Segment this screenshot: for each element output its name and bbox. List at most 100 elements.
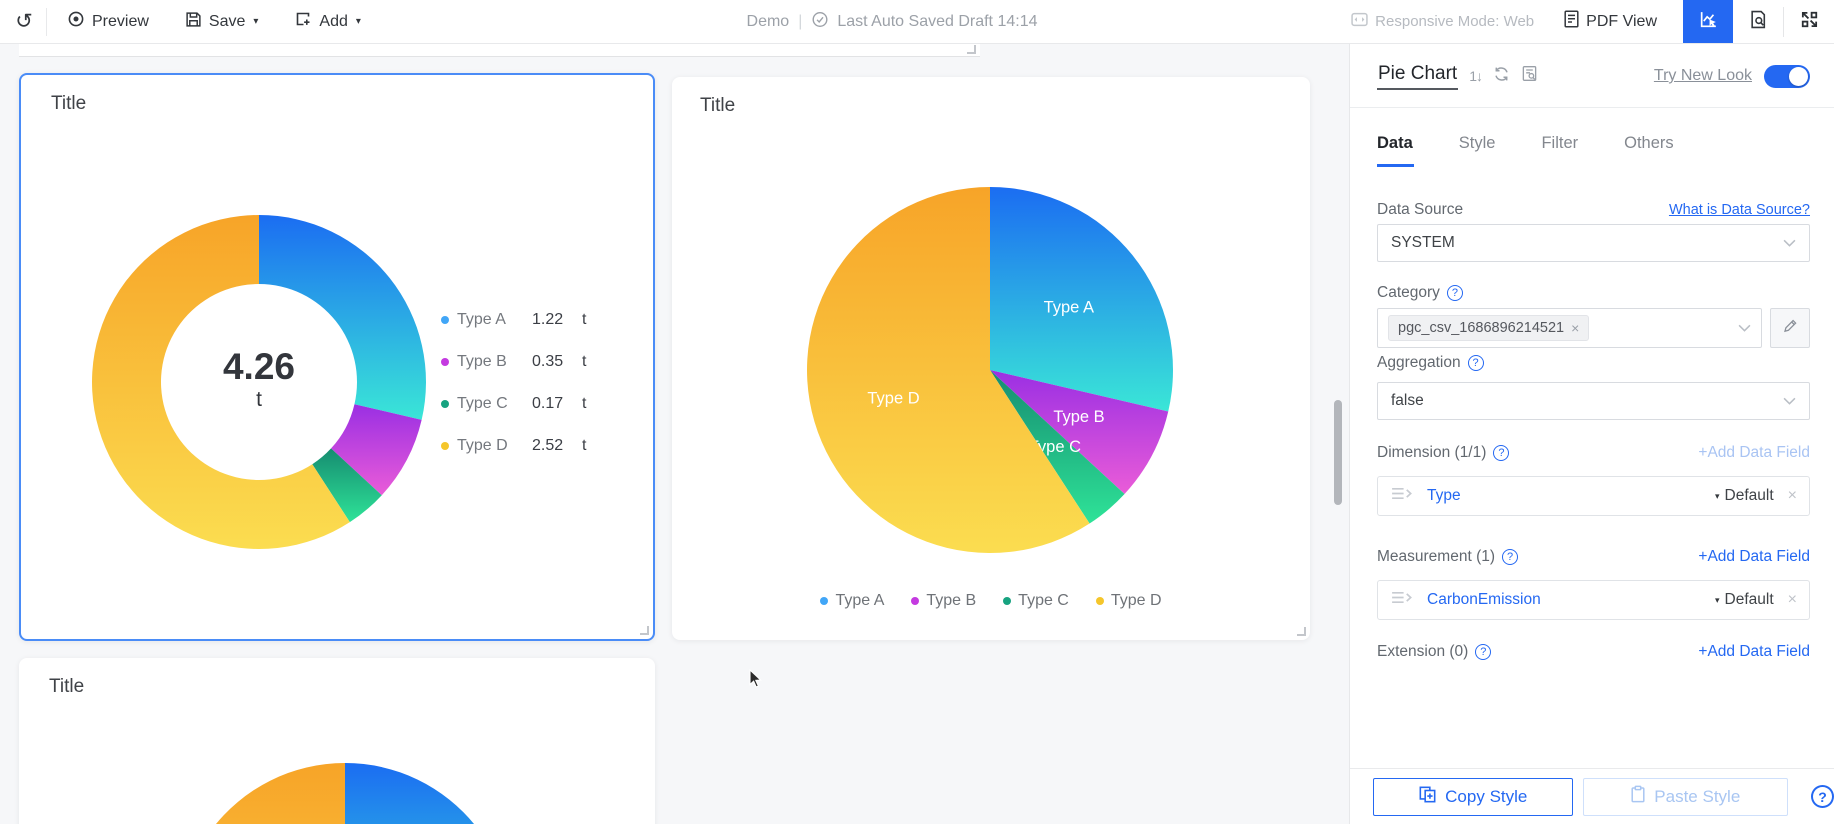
svg-text:Type A: Type A: [1044, 298, 1094, 316]
measurement-mode-dropdown[interactable]: ▾ Default: [1714, 591, 1774, 609]
fullscreen-button[interactable]: [1784, 0, 1834, 43]
resize-handle[interactable]: [1297, 627, 1306, 636]
chevron-down-icon: [1783, 234, 1796, 252]
tab-style[interactable]: Style: [1458, 134, 1496, 152]
aggregation-select[interactable]: false: [1377, 382, 1810, 420]
caret-down-icon: ▾: [1715, 594, 1720, 605]
canvas-scrollbar[interactable]: [1334, 400, 1342, 505]
measurement-label: Measurement (1): [1377, 548, 1496, 565]
measurement-field-name[interactable]: CarbonEmission: [1427, 591, 1541, 608]
undo-icon[interactable]: ↺: [15, 10, 33, 33]
extension-label: Extension (0): [1377, 643, 1469, 660]
legend-item[interactable]: Type C 0.17 t: [441, 383, 586, 425]
fullscreen-icon: [1800, 10, 1819, 34]
copy-style-button[interactable]: Copy Style: [1373, 777, 1573, 816]
preview-label: Preview: [92, 12, 149, 30]
help-icon[interactable]: ?: [1475, 644, 1492, 660]
legend-item[interactable]: Type A 1.22 t: [441, 299, 586, 341]
add-dimension-link[interactable]: +Add Data Field: [1698, 444, 1810, 461]
tab-filter[interactable]: Filter: [1541, 134, 1579, 152]
chart-card-donut[interactable]: Title 4.26 t Type A 1.22 t Type B 0.35 t…: [19, 73, 655, 641]
settings-panel: Pie Chart 1↓ Try New Look Data Style Fil…: [1349, 44, 1834, 824]
what-is-data-source-link[interactable]: What is Data Source?: [1668, 202, 1810, 218]
document-preview-button[interactable]: [1733, 0, 1783, 43]
legend-dot: [441, 442, 449, 450]
help-icon[interactable]: ?: [1811, 785, 1834, 808]
preview-button[interactable]: Preview: [67, 10, 149, 33]
edit-category-button[interactable]: [1770, 308, 1810, 348]
data-source-select[interactable]: SYSTEM: [1377, 224, 1810, 262]
legend-dot: [820, 597, 829, 605]
pencil-icon: [1782, 318, 1798, 339]
panel-header: Pie Chart 1↓ Try New Look: [1377, 56, 1810, 96]
category-tag[interactable]: pgc_csv_1686896214521 ×: [1388, 315, 1590, 341]
dimension-field-row[interactable]: Type ▾ Default ×: [1377, 476, 1810, 516]
refresh-icon[interactable]: [1493, 66, 1510, 87]
chart-title: Title: [51, 93, 87, 114]
add-measurement-link[interactable]: +Add Data Field: [1698, 548, 1810, 565]
legend-label: Type D: [457, 437, 508, 454]
help-icon[interactable]: ?: [1446, 285, 1463, 301]
legend-item[interactable]: Type B: [911, 592, 976, 610]
remove-field-icon[interactable]: ×: [1787, 591, 1797, 608]
responsive-mode-indicator[interactable]: Responsive Mode: Web: [1351, 12, 1534, 31]
dimension-header: Dimension (1/1) ? +Add Data Field: [1377, 443, 1810, 463]
remove-tag-icon[interactable]: ×: [1571, 320, 1580, 336]
legend-unit: t: [582, 311, 587, 328]
pdf-view-button[interactable]: PDF View: [1564, 10, 1657, 33]
dimension-field-name[interactable]: Type: [1427, 487, 1461, 504]
drag-handle-icon[interactable]: [1390, 486, 1413, 506]
legend-item[interactable]: Type B 0.35 t: [441, 341, 586, 383]
data-preview-icon[interactable]: [1521, 65, 1538, 87]
resize-handle[interactable]: [967, 45, 976, 54]
legend-value: 0.17: [532, 395, 564, 412]
aggregation-value: false: [1391, 392, 1424, 409]
doc-search-icon: [1749, 10, 1768, 34]
try-new-look-toggle[interactable]: [1764, 64, 1810, 88]
measurement-header: Measurement (1) ? +Add Data Field: [1377, 547, 1810, 567]
legend-label: Type D: [1110, 592, 1162, 609]
toolbar-divider: [46, 7, 47, 36]
legend-item[interactable]: Type D: [1095, 592, 1162, 610]
widget-name-input[interactable]: Pie Chart: [1377, 63, 1459, 90]
tab-data[interactable]: Data: [1377, 134, 1414, 167]
legend-value: 1.22: [532, 311, 564, 328]
partial-card-top[interactable]: [19, 44, 980, 57]
chart-edit-tool-button[interactable]: [1683, 0, 1733, 43]
remove-field-icon[interactable]: ×: [1787, 487, 1797, 504]
document-title: Demo: [746, 12, 790, 30]
svg-text:Type B: Type B: [1053, 408, 1104, 426]
legend-unit: t: [582, 437, 587, 454]
paste-style-button[interactable]: Paste Style: [1582, 777, 1789, 816]
legend-label: Type A: [835, 592, 885, 609]
legend-item[interactable]: Type D 2.52 t: [441, 425, 586, 467]
chevron-down-icon: [1783, 392, 1796, 410]
help-icon[interactable]: ?: [1502, 549, 1519, 565]
save-label: Save: [208, 12, 246, 30]
chart-card-pie[interactable]: Title Type A Type B Type C Type D Type A Ty…: [672, 77, 1310, 640]
measurement-field-row[interactable]: CarbonEmission ▾ Default ×: [1377, 580, 1810, 620]
legend-dot: [441, 400, 449, 408]
sort-icon[interactable]: 1↓: [1469, 68, 1483, 84]
add-extension-link[interactable]: +Add Data Field: [1698, 643, 1810, 660]
chart-card-donut-partial[interactable]: Title: [19, 658, 655, 824]
add-button[interactable]: Add ▾: [294, 10, 361, 33]
dimension-mode-dropdown[interactable]: ▾ Default: [1714, 487, 1774, 505]
drag-handle-icon[interactable]: [1390, 590, 1413, 610]
save-button[interactable]: Save ▾: [185, 11, 258, 33]
data-source-label: Data Source: [1377, 201, 1464, 218]
help-icon[interactable]: ?: [1467, 355, 1484, 371]
aggregation-label: Aggregation: [1377, 354, 1461, 371]
try-new-look-link[interactable]: Try New Look: [1653, 67, 1752, 84]
resize-handle[interactable]: [640, 626, 649, 635]
tab-others[interactable]: Others: [1624, 134, 1674, 152]
category-select[interactable]: pgc_csv_1686896214521 ×: [1377, 308, 1762, 348]
legend-item[interactable]: Type C: [1003, 592, 1069, 610]
chart-title: Title: [49, 676, 85, 697]
title-separator: |: [798, 12, 803, 30]
legend-dot: [1095, 597, 1104, 605]
dimension-mode-value: Default: [1724, 487, 1774, 504]
panel-divider: [1350, 107, 1834, 108]
legend-item[interactable]: Type A: [820, 592, 884, 610]
help-icon[interactable]: ?: [1493, 445, 1510, 461]
